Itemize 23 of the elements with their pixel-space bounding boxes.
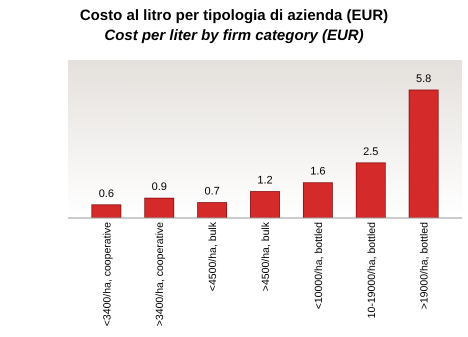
bar bbox=[356, 162, 386, 218]
x-tick-label: <3400/ha, cooperative bbox=[101, 222, 114, 326]
bar bbox=[250, 191, 280, 218]
bar bbox=[197, 202, 228, 218]
data-label: 0.7 bbox=[204, 186, 220, 198]
data-label: 1.6 bbox=[310, 166, 326, 178]
data-label: 0.9 bbox=[152, 181, 167, 194]
bar bbox=[408, 90, 439, 218]
chart-title: Costo al litro per tipologia di azienda (EUR) bbox=[80, 7, 388, 24]
bar bbox=[91, 204, 122, 218]
x-tick-label: >3400/ha, cooperative bbox=[154, 222, 166, 326]
data-label: 2.5 bbox=[363, 146, 378, 158]
x-tick-label: >19000/ha, bottled bbox=[418, 222, 431, 310]
data-label: 5.8 bbox=[416, 73, 432, 85]
bar bbox=[144, 198, 174, 218]
chart-subtitle: Cost per liter by firm category (EUR) bbox=[104, 27, 364, 44]
data-label: 1.2 bbox=[257, 174, 273, 187]
x-tick-label: 10-19000/ha, bottled bbox=[366, 222, 378, 318]
bar bbox=[302, 182, 333, 218]
data-label: 0.6 bbox=[98, 188, 114, 200]
x-tick-label: <10000/ha, bottled bbox=[312, 222, 325, 310]
x-tick-label: <4500/ha, bulk bbox=[207, 221, 220, 292]
x-tick-label: >4500/ha, bulk bbox=[260, 221, 272, 292]
